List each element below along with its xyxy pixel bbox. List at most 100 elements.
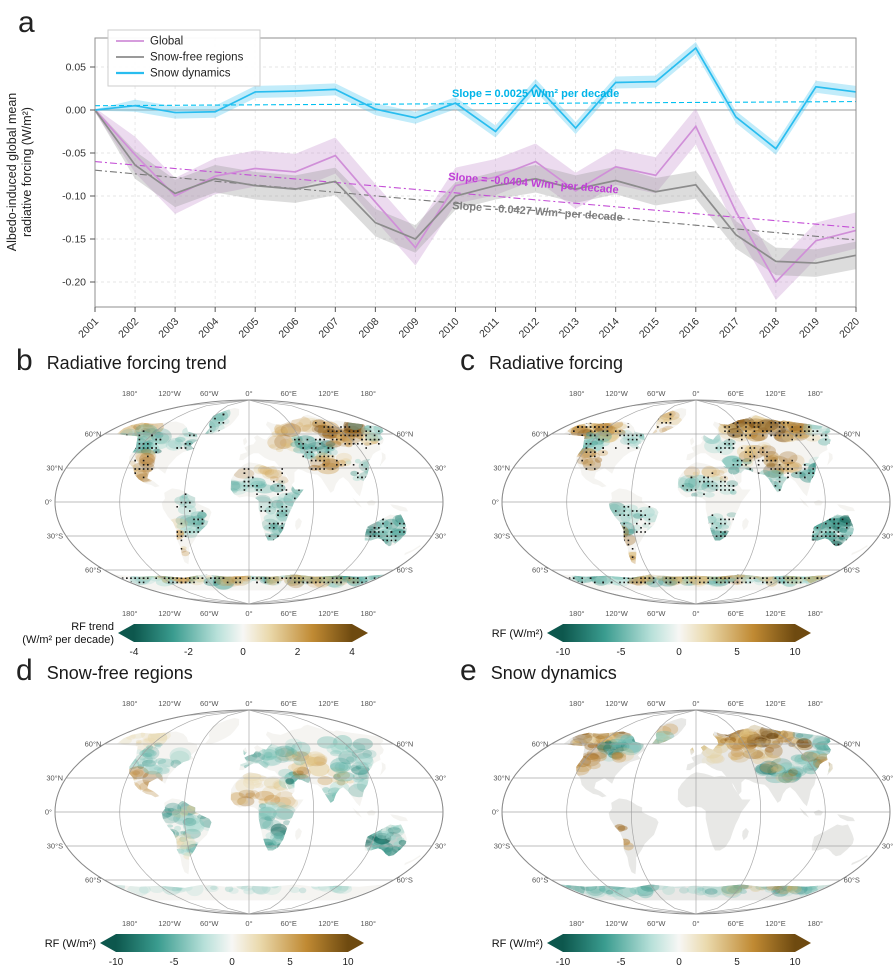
graticule (501, 709, 891, 915)
lon-label-top: 60°W (200, 389, 219, 398)
panel-b-header: b Radiative forcing trend (16, 346, 227, 376)
x-tick-label: 2018 (757, 316, 782, 341)
colorbar-arrow-left (547, 934, 563, 952)
slope-annotation: Slope = -0.0427 W/m² per decade (452, 200, 623, 224)
plot-area: 0.05 0.00 -0.05 -0.10 -0.15 -0.20 2001 2002 2003… (62, 37, 862, 341)
map-labels: 180° 180° 120°W 120°W 60°W 60°W 0° 0° 60°E 60°E 12… (45, 389, 446, 618)
lat-label-left: 60°N (85, 740, 102, 749)
colorbar-tick-label: -4 (130, 647, 139, 658)
x-tick-label: 2019 (797, 316, 822, 341)
lon-label-bottom: 180° (122, 919, 138, 928)
trend-global (94, 161, 857, 229)
panel-c-title: Radiative forcing (489, 353, 624, 373)
map-radiative-forcing: 180° 180° 120°W 120°W 60°W 60°W 0° 0° 60°E 60°E 12… (492, 389, 893, 618)
y-axis-label: radiative forcing (W/m²) (20, 107, 34, 237)
colorbar-tick-label: 4 (349, 647, 355, 658)
lon-label-bottom: 180° (122, 609, 138, 618)
colorbar-tick-label: 0 (676, 957, 682, 968)
panel-d-header: d Snow-free regions (16, 656, 193, 686)
legend-label: Snow-free regions (150, 52, 244, 64)
series-snow-free-regions (94, 109, 857, 264)
lat-label-right: 30°N (435, 774, 446, 783)
lon-label-bottom: 180° (360, 919, 376, 928)
map-snow-dynamics: 180° 180° 120°W 120°W 60°W 60°W 0° 0° 60°E 60°E 12… (492, 699, 893, 928)
lon-label-bottom: 60°E (281, 919, 297, 928)
lon-label-top: 60°E (728, 699, 744, 708)
lat-label-left: 60°N (532, 430, 549, 439)
lon-label-bottom: 120°E (765, 609, 786, 618)
panel-c-letter: c (460, 344, 475, 377)
map-labels: 180° 180° 120°W 120°W 60°W 60°W 0° 0° 60°E 60°E 12… (492, 389, 893, 618)
colorbar-tick-label: -5 (617, 647, 626, 658)
colorbar-tick-label: 10 (789, 957, 801, 968)
colorbar-label: RF (W/m²) (492, 938, 543, 950)
colorbar-snow-dynamics: -10 -5 0 5 10 RF (W/m²) (492, 934, 811, 968)
lon-label-top: 0° (245, 699, 252, 708)
colorbar-label: RF (W/m²) (492, 628, 543, 640)
colorbar-gradient (563, 934, 795, 952)
lat-label-left: 0° (45, 498, 52, 507)
lon-label-top: 180° (569, 389, 585, 398)
lat-label-left: 60°S (532, 876, 548, 885)
x-tick-label: 2003 (156, 316, 181, 341)
x-tick-label: 2012 (517, 316, 542, 341)
graticule (501, 399, 891, 605)
lon-label-bottom: 120°W (605, 609, 629, 618)
lon-label-top: 180° (807, 699, 823, 708)
lon-label-top: 60°W (647, 389, 666, 398)
panel-a-letter: a (18, 6, 35, 39)
lat-label-right: 30°S (435, 532, 446, 541)
colorbar-label: RF (W/m²) (45, 938, 96, 950)
colorbar-arrow-left (100, 934, 116, 952)
lon-label-top: 180° (569, 699, 585, 708)
lon-label-top: 180° (122, 389, 138, 398)
lat-label-left: 0° (45, 808, 52, 817)
lon-label-bottom: 60°W (200, 609, 219, 618)
lat-label-right: 60°N (397, 430, 414, 439)
lat-label-right: 30°S (435, 842, 446, 851)
lon-label-bottom: 60°W (647, 919, 666, 928)
lon-label-top: 120°E (318, 389, 339, 398)
lat-label-left: 30°S (47, 532, 63, 541)
legend-label: Snow dynamics (150, 68, 231, 80)
x-tick-label: 2007 (316, 316, 341, 341)
lon-label-top: 180° (122, 699, 138, 708)
colorbar-tick-label: 5 (734, 647, 740, 658)
lat-label-left: 60°N (532, 740, 549, 749)
lon-label-top: 60°W (647, 699, 666, 708)
band-snow-dynamics (95, 42, 856, 155)
lat-label-right: 30°S (882, 842, 893, 851)
colorbar-arrow-left (118, 624, 134, 642)
legend: Global Snow-free regions Snow dynamics (107, 29, 261, 87)
y-tick-label: 0.00 (66, 105, 87, 117)
lon-label-top: 120°E (765, 699, 786, 708)
x-tick-label: 2004 (196, 316, 221, 341)
lat-label-left: 0° (492, 498, 499, 507)
trend-snow-free-regions (94, 169, 857, 241)
colorbar-tick-label: -10 (556, 647, 571, 658)
colorbar-tick-label: -10 (109, 957, 124, 968)
y-tick-label: -0.05 (62, 148, 86, 160)
lat-label-right: 30°N (435, 464, 446, 473)
colorbar-tick-label: 2 (295, 647, 301, 658)
lat-label-right: 60°N (844, 740, 861, 749)
series-snow-dynamics (94, 46, 857, 150)
x-tick-label: 2013 (557, 316, 582, 341)
colorbar-label: RF trend (71, 621, 114, 633)
lat-label-left: 30°N (46, 464, 63, 473)
colorbar-gradient (563, 624, 795, 642)
colorbar-snow-free: -10 -5 0 5 10 RF (W/m²) (45, 934, 364, 968)
x-tick-label: 2008 (356, 316, 381, 341)
panel-d-letter: d (16, 654, 33, 687)
y-tick-label: 0.05 (66, 62, 87, 74)
colorbar-label: (W/m² per decade) (22, 634, 114, 646)
x-tick-label: 2001 (76, 316, 101, 341)
lon-label-top: 60°E (728, 389, 744, 398)
colorbar-arrow-right (795, 934, 811, 952)
colorbar-arrow-right (795, 624, 811, 642)
x-tick-label: 2006 (276, 316, 301, 341)
colorbar-tick-label: 0 (240, 647, 246, 658)
lat-label-right: 30°S (882, 532, 893, 541)
lon-label-top: 180° (360, 389, 376, 398)
